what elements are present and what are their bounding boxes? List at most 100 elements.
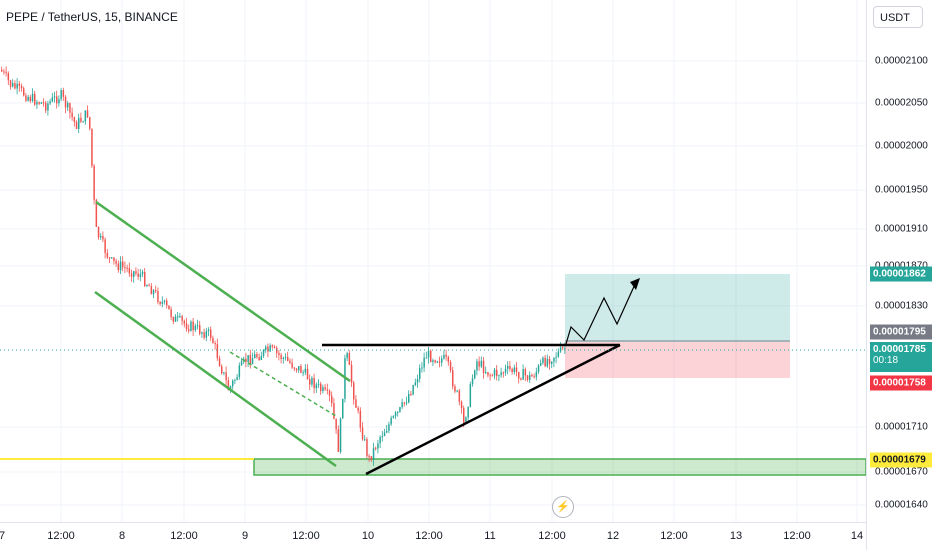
candle-body bbox=[218, 358, 221, 367]
candle-body bbox=[392, 416, 395, 418]
candle-body bbox=[137, 273, 139, 277]
candle-body bbox=[482, 360, 485, 373]
chart-area[interactable]: PEPE / TetherUS, 15, BINANCE ⚡ bbox=[0, 0, 866, 522]
candle-body bbox=[18, 83, 21, 87]
candle-body bbox=[478, 361, 480, 367]
candle-body bbox=[38, 102, 40, 104]
candle-body bbox=[240, 361, 243, 366]
candle-body bbox=[203, 332, 205, 338]
candle-body bbox=[174, 316, 177, 322]
candle-body bbox=[300, 366, 302, 373]
candle-body bbox=[526, 375, 529, 380]
candle-body bbox=[247, 355, 249, 362]
channel-lower[interactable] bbox=[94, 290, 337, 468]
candle-body bbox=[161, 301, 164, 304]
candle-body bbox=[471, 378, 474, 385]
candle-body bbox=[306, 368, 309, 380]
lightning-icon[interactable]: ⚡ bbox=[552, 496, 574, 518]
candle-body bbox=[322, 387, 324, 392]
price-tick: 0.00001640 bbox=[875, 499, 928, 511]
candle-body bbox=[355, 399, 357, 408]
chart-canvas[interactable] bbox=[0, 0, 866, 522]
support-zone[interactable] bbox=[253, 458, 866, 476]
candle-body bbox=[139, 274, 142, 277]
price-tick: 0.00001830 bbox=[875, 300, 928, 312]
candle-body bbox=[324, 387, 326, 390]
candle-body bbox=[25, 95, 27, 101]
candle-body bbox=[234, 379, 236, 381]
candle-body bbox=[421, 367, 423, 369]
candle-body bbox=[381, 436, 384, 438]
candle-body bbox=[159, 302, 161, 304]
candle-body bbox=[80, 117, 82, 122]
candle-body bbox=[326, 389, 329, 391]
candle-body bbox=[564, 347, 566, 349]
candle-body bbox=[544, 357, 546, 367]
candle-body bbox=[485, 372, 487, 374]
candle-body bbox=[388, 424, 390, 431]
candle-body bbox=[456, 390, 458, 392]
candle-body bbox=[212, 337, 214, 344]
time-axis[interactable]: 7 12:00 8 12:00 9 12:00 10 12:00 11 12:0… bbox=[0, 522, 866, 551]
symbol-legend[interactable]: PEPE / TetherUS, 15, BINANCE bbox=[6, 10, 178, 24]
candle-body bbox=[410, 394, 412, 396]
candle-body bbox=[309, 379, 311, 385]
candle-body bbox=[342, 398, 344, 419]
candle-body bbox=[133, 271, 135, 277]
candle-body bbox=[86, 110, 89, 118]
candle-body bbox=[278, 352, 280, 355]
candle-body bbox=[256, 354, 258, 358]
candle-body bbox=[458, 390, 461, 402]
price-tick: 0.00002050 bbox=[875, 97, 928, 109]
candle-body bbox=[20, 86, 23, 89]
candle-body bbox=[333, 403, 335, 419]
candle-body bbox=[546, 358, 549, 367]
candle-body bbox=[436, 361, 439, 363]
candle-body bbox=[401, 402, 403, 408]
target-zone[interactable] bbox=[565, 274, 790, 342]
candle-body bbox=[293, 367, 296, 369]
candle-body bbox=[535, 371, 538, 378]
price-axis[interactable]: USDT 0.00002100 0.00002050 0.00002000 0.… bbox=[866, 0, 932, 550]
candle-body bbox=[144, 271, 146, 287]
candle-body bbox=[148, 285, 150, 287]
candle-body bbox=[489, 375, 491, 377]
candle-body bbox=[183, 320, 186, 324]
candle-body bbox=[289, 360, 291, 363]
candle-body bbox=[520, 378, 522, 380]
candle-body bbox=[249, 355, 252, 365]
candle-body bbox=[106, 252, 109, 258]
candle-body bbox=[5, 71, 7, 74]
candle-body bbox=[29, 96, 32, 102]
candle-body bbox=[529, 375, 531, 380]
candle-body bbox=[40, 102, 43, 104]
candle-body bbox=[190, 321, 192, 331]
candle-body bbox=[27, 96, 29, 101]
candle-body bbox=[113, 257, 115, 262]
ascending-trendline[interactable] bbox=[365, 343, 621, 476]
channel-upper[interactable] bbox=[95, 200, 351, 383]
candle-body bbox=[399, 407, 401, 412]
candle-body bbox=[262, 349, 265, 356]
time-tick: 10 bbox=[361, 530, 375, 542]
time-tick: 12:00 bbox=[783, 530, 811, 542]
target-price-label: 0.00001862 bbox=[870, 266, 932, 282]
projection-path[interactable] bbox=[565, 281, 637, 345]
support-price-label: 0.00001679 bbox=[870, 452, 932, 468]
candle-body bbox=[152, 290, 155, 295]
candle-body bbox=[553, 357, 555, 362]
candle-body bbox=[227, 380, 230, 391]
candle-body bbox=[119, 261, 122, 271]
candle-body bbox=[509, 365, 511, 370]
candle-body bbox=[31, 93, 34, 102]
candle-body bbox=[51, 97, 54, 102]
currency-button[interactable]: USDT bbox=[873, 6, 923, 28]
time-tick: 11 bbox=[484, 530, 496, 542]
stop-zone[interactable] bbox=[565, 342, 790, 378]
candle-body bbox=[108, 257, 111, 259]
candle-body bbox=[172, 316, 175, 322]
candle-body bbox=[542, 357, 544, 364]
candle-body bbox=[364, 439, 366, 441]
candle-body bbox=[42, 102, 45, 104]
candle-body bbox=[102, 235, 104, 240]
